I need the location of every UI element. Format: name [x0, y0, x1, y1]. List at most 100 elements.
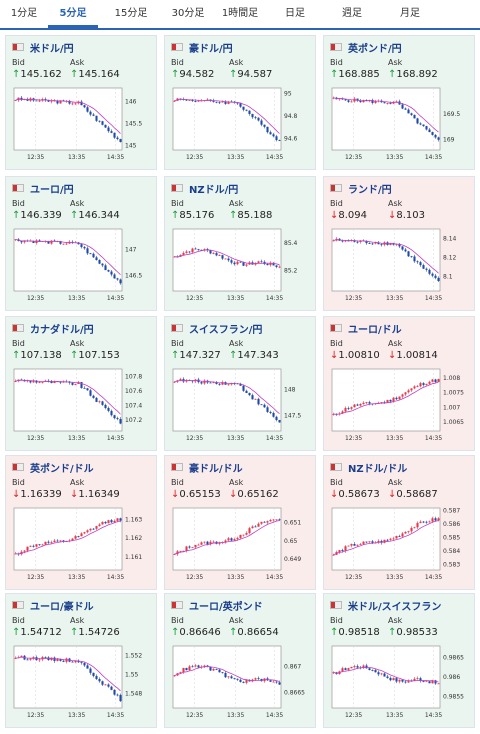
y-tick-label: 1.162 — [125, 535, 142, 542]
rate-card[interactable]: スイスフラン/円 Bid Ask ↑147.327 ↑147.343 12:35 13:35… — [164, 316, 316, 451]
rate-card[interactable]: ランド/円 Bid Ask ↓8.094 ↓8.103 12:35 13:35 14:35 8.… — [323, 176, 475, 311]
candle-body — [257, 398, 260, 405]
card-title[interactable]: 英ポンド/ドル — [12, 460, 94, 475]
tab-8[interactable]: 月足 — [400, 8, 420, 19]
ask-price: ↑0.98533 — [388, 627, 438, 638]
card-title[interactable]: ユーロ/豪ドル — [12, 598, 94, 613]
rate-card[interactable]: 英ポンド/円 Bid Ask ↑168.885 ↑168.892 12:35 13:35 14… — [323, 35, 475, 170]
y-tick-label: 1.55 — [125, 672, 139, 679]
rate-card[interactable]: 英ポンド/ドル Bid Ask ↓1.16339 ↓1.16349 12:35 13:35 1… — [5, 455, 157, 590]
mini-chart[interactable]: 12:35 13:35 14:35 148 147.5 — [171, 367, 311, 447]
card-title[interactable]: 豪ドル/ドル — [171, 460, 243, 475]
rate-card[interactable]: ユーロ/円 Bid Ask ↑146.339 ↑146.344 12:35 13:35 14:… — [5, 176, 157, 311]
mini-chart[interactable]: 12:35 13:35 14:35 95 94.8 94.6 — [171, 86, 311, 166]
rate-card[interactable]: 米ドル/円 Bid Ask ↑145.162 ↑145.164 12:35 13:35 14:… — [5, 35, 157, 170]
rate-card[interactable]: 豪ドル/円 Bid Ask ↑94.582 ↑94.587 12:35 13:35 14:35… — [164, 35, 316, 170]
candle-body — [86, 107, 89, 112]
card-title[interactable]: 米ドル/円 — [12, 40, 74, 55]
pair-title[interactable]: ユーロ/英ポンド — [189, 601, 263, 613]
mini-chart[interactable]: 12:35 13:35 14:35 0.587 0.586 0.585 0.584 0.583 — [330, 506, 470, 586]
mini-chart[interactable]: 12:35 13:35 14:35 107.8 107.6 107.4 107.2 — [12, 367, 152, 447]
candle-body — [107, 684, 110, 687]
card-title[interactable]: ランド/円 — [330, 181, 392, 196]
card-title[interactable]: 英ポンド/円 — [330, 40, 402, 55]
pair-title[interactable]: 豪ドル/円 — [189, 43, 233, 55]
pair-title[interactable]: 米ドル/円 — [30, 43, 74, 55]
bid-label: Bid — [330, 339, 343, 348]
bid-value: 146.339 — [20, 210, 62, 221]
card-title[interactable]: NZドル/円 — [171, 181, 239, 196]
card-title[interactable]: 米ドル/スイスフラン — [330, 598, 442, 613]
candle-body — [359, 100, 362, 103]
arrow-up-icon: ↑ — [70, 210, 79, 221]
candle-body — [410, 680, 413, 682]
bid-value: 1.16339 — [20, 489, 62, 500]
rate-card[interactable]: NZドル/円 Bid Ask ↑85.176 ↑85.188 12:35 13:35 14:3… — [164, 176, 316, 311]
x-tick-label: 14:35 — [266, 154, 283, 161]
card-title[interactable]: NZドル/ドル — [330, 460, 408, 475]
tab-1[interactable]: 1分足 — [10, 8, 38, 19]
pair-title[interactable]: ユーロ/円 — [30, 184, 74, 196]
candle-body — [194, 665, 197, 667]
candle-body — [224, 258, 227, 260]
moving-average-line — [15, 98, 121, 134]
candle-body — [74, 536, 77, 539]
mini-chart[interactable]: 12:35 13:35 14:35 1.552 1.55 1.548 — [12, 644, 152, 724]
pair-title[interactable]: カナダドル/円 — [30, 324, 94, 336]
mini-chart[interactable]: 12:35 13:35 14:35 85.4 85.2 — [171, 227, 311, 307]
mini-chart[interactable]: 12:35 13:35 14:35 1.163 1.162 1.161 — [12, 506, 152, 586]
mini-chart[interactable]: 12:35 13:35 14:35 146 145.5 145 — [12, 86, 152, 166]
tab-7[interactable]: 週足 — [342, 8, 362, 19]
mini-chart[interactable]: 12:35 13:35 14:35 169.5 169 — [330, 86, 470, 166]
candle-body — [278, 140, 281, 141]
candle-body — [92, 114, 95, 116]
candle-body — [251, 113, 254, 118]
pair-title[interactable]: スイスフラン/円 — [189, 324, 263, 336]
candle-body — [74, 660, 77, 663]
candle-body — [41, 381, 44, 383]
card-title[interactable]: 豪ドル/円 — [171, 40, 233, 55]
candle-body — [239, 383, 242, 386]
mini-chart[interactable]: 12:35 13:35 14:35 0.651 0.65 0.649 — [171, 506, 311, 586]
card-title[interactable]: カナダドル/円 — [12, 321, 94, 336]
card-title[interactable]: ユーロ/英ポンド — [171, 598, 263, 613]
mini-chart[interactable]: 12:35 13:35 14:35 0.867 0.8665 — [171, 644, 311, 724]
candle-body — [74, 384, 77, 385]
rate-card[interactable]: ユーロ/豪ドル Bid Ask ↑1.54712 ↑1.54726 12:35 13:35 1… — [5, 593, 157, 728]
rate-card[interactable]: NZドル/ドル Bid Ask ↓0.58673 ↓0.58687 12:35 13:35 1… — [323, 455, 475, 590]
tab-4[interactable]: 30分足 — [171, 8, 205, 19]
bid-price: ↓8.094 — [330, 210, 367, 221]
rate-card[interactable]: ユーロ/英ポンド Bid Ask ↑0.86646 ↑0.86654 12:35 13:35… — [164, 593, 316, 728]
pair-title[interactable]: 米ドル/スイスフラン — [348, 601, 442, 613]
card-title[interactable]: スイスフラン/円 — [171, 321, 263, 336]
card-title[interactable]: ユーロ/円 — [12, 181, 74, 196]
x-tick-label: 14:35 — [425, 154, 442, 161]
rate-card[interactable]: カナダドル/円 Bid Ask ↑107.138 ↑107.153 12:35 13:35 1… — [5, 316, 157, 451]
bid-label: Bid — [171, 339, 184, 348]
pair-title[interactable]: ランド/円 — [348, 184, 392, 196]
mini-chart[interactable]: 12:35 13:35 14:35 8.14 8.12 8.1 — [330, 227, 470, 307]
candle-body — [272, 262, 275, 266]
tab-5[interactable]: 1時間足 — [221, 8, 259, 19]
candle-body — [188, 251, 191, 253]
pair-title[interactable]: 英ポンド/円 — [348, 43, 402, 55]
tab-6[interactable]: 日足 — [285, 8, 305, 19]
mini-chart[interactable]: 12:35 13:35 14:35 1.008 1.0075 1.007 1.0065 — [330, 367, 470, 447]
pair-title[interactable]: NZドル/ドル — [348, 463, 408, 475]
mini-chart[interactable]: 12:35 13:35 14:35 0.9865 0.986 0.9855 — [330, 644, 470, 724]
rate-card[interactable]: 豪ドル/ドル Bid Ask ↓0.65153 ↓0.65162 12:35 13:35 14… — [164, 455, 316, 590]
card-title[interactable]: ユーロ/ドル — [330, 321, 402, 336]
pair-title[interactable]: ユーロ/豪ドル — [30, 601, 94, 613]
tab-2[interactable]: 5分足 — [48, 0, 98, 28]
candle-body — [407, 390, 410, 393]
pair-title[interactable]: NZドル/円 — [189, 184, 239, 196]
flag-icon — [330, 463, 342, 471]
candle-body — [404, 531, 407, 534]
pair-title[interactable]: 豪ドル/ドル — [189, 463, 243, 475]
rate-card[interactable]: 米ドル/スイスフラン Bid Ask ↑0.98518 ↑0.98533 12:35 13:… — [323, 593, 475, 728]
pair-title[interactable]: ユーロ/ドル — [348, 324, 402, 336]
rate-card[interactable]: ユーロ/ドル Bid Ask ↓1.00810 ↓1.00814 12:35 13:35 14… — [323, 316, 475, 451]
pair-title[interactable]: 英ポンド/ドル — [30, 463, 94, 475]
tab-3[interactable]: 15分足 — [114, 8, 148, 19]
mini-chart[interactable]: 12:35 13:35 14:35 147 146.5 — [12, 227, 152, 307]
